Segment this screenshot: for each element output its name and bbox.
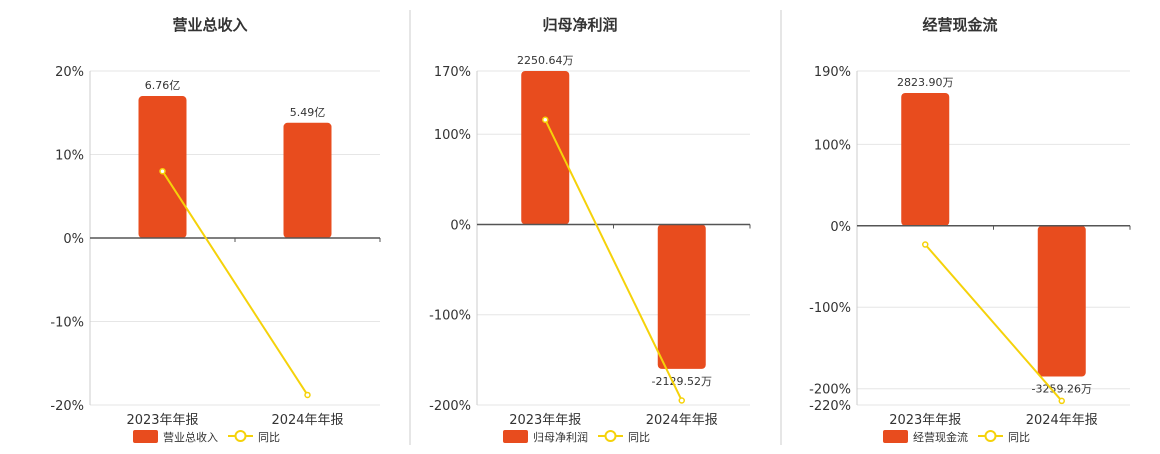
y-tick-label: 0%	[450, 218, 471, 233]
y-tick-label: -20%	[50, 399, 84, 414]
legend-line-marker	[604, 430, 617, 442]
y-tick-label: 190%	[814, 65, 851, 80]
bar	[283, 122, 332, 238]
x-category-label: 2023年年报	[126, 413, 198, 428]
chart-panel-2: 归母净利润 -200% -100% 0% 100% 170% 2250.64万 -2129.5…	[409, 10, 751, 445]
legend-bar-swatch	[503, 430, 528, 443]
x-category-label: 2024年年报	[271, 413, 343, 428]
yoy-point	[1058, 397, 1065, 405]
chart-panel-3: 经营现金流 -220%-200% -100% 0% 100% 190% 2823.90万 -3…	[780, 10, 1131, 445]
x-category-label: 2024年年报	[1026, 413, 1098, 428]
y-tick-label: -100%	[429, 309, 471, 324]
x-category-label: 2023年年报	[889, 413, 961, 428]
bar	[1037, 225, 1086, 377]
y-tick-label: 100%	[814, 138, 851, 153]
legend-line-marker	[984, 430, 997, 442]
bar-value-label: -3259.26万	[1032, 382, 1092, 395]
bar	[521, 71, 570, 225]
chart-title: 归母净利润	[542, 16, 617, 34]
bar-value-label: 6.76亿	[145, 79, 181, 92]
legend-bar-label: 营业总收入	[163, 430, 218, 444]
y-tick-label: 0%	[830, 220, 851, 235]
legend-line-label: 同比	[1008, 431, 1030, 444]
y-tick-label: 0%	[63, 232, 84, 247]
legend-line-label: 同比	[258, 431, 280, 444]
yoy-point	[159, 167, 166, 175]
yoy-line	[161, 170, 309, 396]
bar	[901, 92, 950, 226]
bar-value-label: -2129.52万	[652, 375, 712, 388]
yoy-line	[544, 119, 683, 401]
y-tick-label: -220%	[809, 399, 851, 414]
bar	[657, 224, 706, 369]
chart-panel-1: 营业总收入 -20% -10% 0% 10% 20% 6.76亿 5.49亿 2023年年报 20…	[50, 16, 381, 444]
chart-title: 营业总收入	[172, 16, 247, 34]
yoy-line	[924, 243, 1063, 402]
yoy-point	[678, 397, 685, 404]
yoy-point	[542, 116, 549, 123]
y-tick-label: 20%	[55, 65, 84, 80]
bar-value-label: 2250.64万	[517, 54, 574, 67]
bar-value-label: 5.49亿	[290, 106, 326, 119]
legend-bar-label: 归母净利润	[533, 430, 588, 444]
bar-value-label: 2823.90万	[897, 76, 954, 89]
y-tick-label: -200%	[809, 383, 851, 398]
y-tick-label: -100%	[809, 301, 851, 316]
y-tick-label: 170%	[434, 65, 471, 80]
x-category-label: 2024年年报	[646, 413, 718, 428]
y-tick-label: 100%	[434, 128, 471, 143]
chart-title: 经营现金流	[922, 16, 997, 34]
bar	[138, 96, 187, 238]
y-tick-label: 10%	[55, 149, 84, 164]
yoy-point	[922, 241, 929, 248]
legend-bar-swatch	[133, 430, 158, 443]
legend-bar-label: 经营现金流	[913, 430, 968, 444]
y-tick-label: -200%	[429, 399, 471, 414]
x-category-label: 2023年年报	[509, 413, 581, 428]
legend-bar-swatch	[883, 430, 908, 443]
yoy-point	[304, 391, 311, 399]
legend-line-marker	[234, 430, 247, 442]
legend-line-label: 同比	[628, 431, 650, 444]
y-tick-label: -10%	[50, 316, 84, 331]
